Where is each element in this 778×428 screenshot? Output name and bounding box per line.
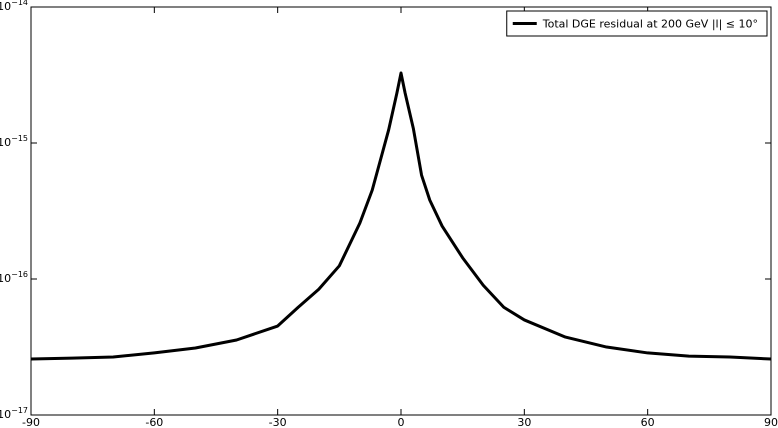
y-tick-label: 10−17	[0, 406, 28, 422]
y-tick-base: 10	[0, 136, 11, 149]
y-tick-label: 10−14	[0, 0, 28, 13]
x-tick-label: -60	[145, 416, 163, 428]
x-tick-label: -30	[269, 416, 287, 428]
y-tick-base: 10	[0, 272, 11, 285]
y-tick-exponent: −15	[11, 134, 28, 143]
legend: Total DGE residual at 200 GeV |l| ≤ 10°	[506, 10, 768, 37]
y-tick-exponent: −14	[11, 0, 28, 7]
x-tick-label: 90	[764, 416, 778, 428]
y-tick-exponent: −16	[11, 270, 28, 279]
legend-box	[506, 10, 768, 37]
y-tick-base: 10	[0, 0, 11, 13]
legend-label: Total DGE residual at 200 GeV |l| ≤ 10°	[542, 18, 758, 31]
x-tick-label: 30	[517, 416, 531, 428]
y-tick-label: 10−16	[0, 270, 28, 286]
x-tick-label: 60	[641, 416, 655, 428]
y-tick-label: 10−15	[0, 134, 28, 150]
x-tick-label: 0	[398, 416, 405, 428]
x-tick-label: -90	[22, 416, 40, 428]
data-line	[30, 71, 772, 361]
y-tick-exponent: −17	[11, 406, 28, 415]
y-tick-base: 10	[0, 408, 11, 421]
